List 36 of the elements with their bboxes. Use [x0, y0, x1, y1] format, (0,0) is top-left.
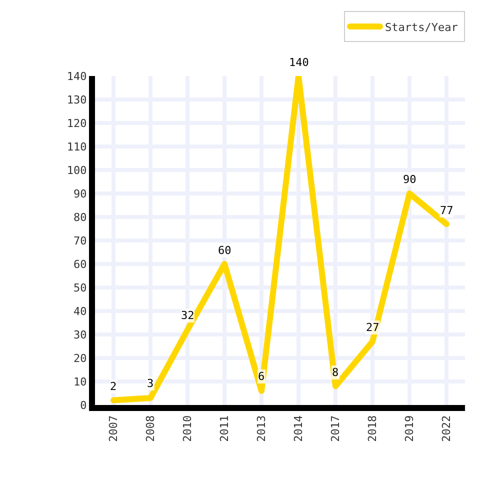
x-tick-label: 2008 [144, 415, 158, 442]
data-label: 3 [147, 377, 154, 390]
x-tick-label: 2013 [255, 415, 268, 442]
y-tick-label: 50 [74, 281, 87, 294]
y-tick-label: 40 [74, 304, 87, 318]
x-tick-label: 2010 [181, 415, 194, 442]
data-label: 90 [403, 173, 416, 186]
y-tick-label: 130 [66, 93, 87, 106]
y-tick-label: 120 [66, 116, 87, 130]
y-tick-label: 110 [66, 140, 87, 154]
legend-label: Starts/Year [385, 20, 458, 34]
y-tick-label: 60 [74, 258, 87, 271]
y-tick-label: 140 [66, 70, 87, 83]
x-tick-label: 2007 [107, 415, 120, 442]
y-tick-label: 80 [74, 210, 87, 224]
data-label: 140 [289, 56, 309, 69]
data-label: 27 [366, 321, 380, 334]
y-tick-label: 70 [74, 234, 87, 248]
data-label: 2 [110, 380, 117, 393]
y-tick-label: 30 [74, 328, 87, 342]
data-label: 60 [218, 244, 232, 257]
x-tick-label: 2019 [403, 415, 416, 442]
y-tick-label: 90 [74, 187, 87, 200]
x-tick-label: 2017 [329, 415, 342, 442]
data-label: 77 [440, 204, 454, 217]
x-tick-label: 2018 [366, 415, 380, 442]
y-tick-label: 100 [66, 164, 87, 177]
data-label: 6 [258, 370, 265, 383]
y-tick-label: 20 [74, 352, 87, 365]
data-label: 32 [181, 309, 194, 322]
data-label: 8 [332, 366, 339, 379]
x-tick-label: 2022 [440, 415, 454, 442]
x-tick-label: 2014 [292, 415, 306, 442]
y-tick-label: 10 [74, 375, 87, 388]
y-tick-label: 0 [80, 398, 87, 412]
x-tick-label: 2011 [218, 415, 232, 442]
